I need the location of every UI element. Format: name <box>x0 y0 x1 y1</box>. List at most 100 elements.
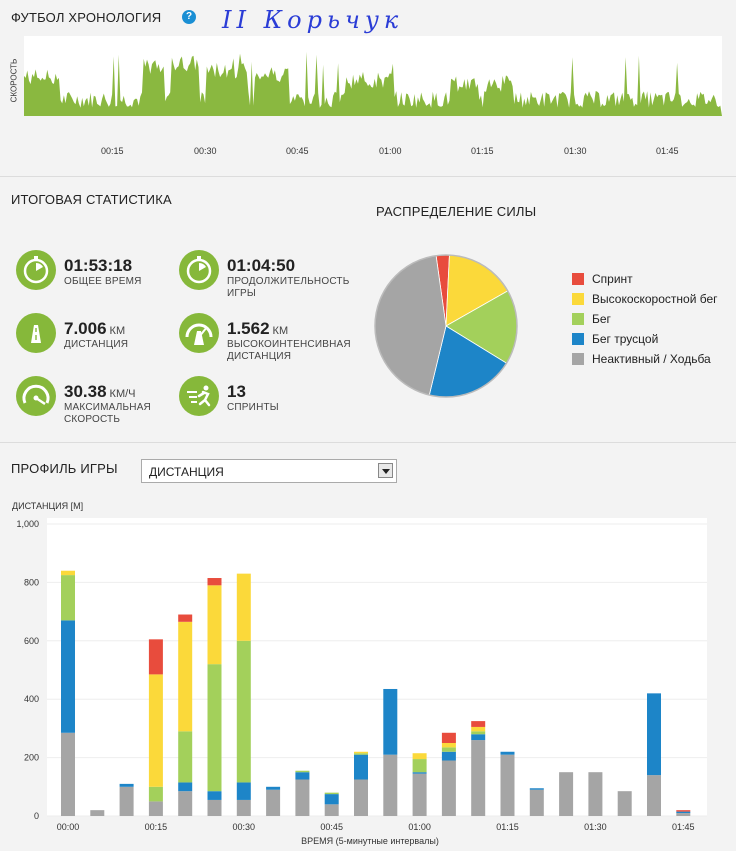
stat-distance <box>16 313 56 353</box>
y-tick-label: 1,000 <box>16 519 39 529</box>
bar-segment <box>676 811 691 814</box>
bar-segment <box>236 573 251 641</box>
bar-segment <box>324 794 339 805</box>
bar-segment <box>529 788 544 790</box>
bar-segment <box>148 786 163 802</box>
bar-segment <box>236 799 251 816</box>
bar-segment <box>676 813 691 816</box>
stat-label: ОБЩЕЕ ВРЕМЯ <box>64 276 142 287</box>
section-divider <box>0 176 736 177</box>
bar-segment <box>236 782 251 800</box>
bar-segment <box>266 786 281 790</box>
bar-segment <box>207 799 222 816</box>
legend-swatch <box>572 293 584 305</box>
timeline-tick-label: 00:45 <box>286 146 309 156</box>
pie-legend: Спринт Высокоскоростной бег Бег Бег трус… <box>572 272 718 372</box>
distance-bar-chart: 0 200 400 600 800 1,000 ДИСТАНЦИЯ [М] 00:00 00:1… <box>12 501 707 846</box>
bar-segment <box>441 743 456 748</box>
timeline-axis: 00:15 00:30 00:45 01:00 01:15 01:30 01:45 <box>0 146 736 160</box>
bar-segment <box>441 732 456 743</box>
help-icon[interactable]: ? <box>182 10 196 24</box>
timeline-tick-label: 01:00 <box>379 146 402 156</box>
bar-segment <box>441 751 456 761</box>
timeline-tick-label: 01:30 <box>564 146 587 156</box>
legend-item-run: Бег <box>572 312 718 332</box>
stat-high-intensity <box>179 313 219 353</box>
bar-segment <box>617 791 632 816</box>
bar-segment <box>178 731 193 783</box>
x-tick-label: 01:45 <box>672 822 695 832</box>
bar-segment <box>324 804 339 816</box>
bar-segment <box>471 734 486 741</box>
bar-segment <box>61 570 75 576</box>
stat-value: 7.006 КМ <box>64 319 126 338</box>
legend-swatch <box>572 273 584 285</box>
timeline-tick-label: 00:30 <box>194 146 217 156</box>
bar-segment <box>441 747 456 752</box>
bar-segment <box>412 773 427 816</box>
y-tick-label: 600 <box>24 636 39 646</box>
legend-item-high-speed: Высокоскоростной бег <box>572 292 718 312</box>
bar-segment <box>207 578 222 586</box>
bar-segment <box>178 791 193 816</box>
bar-segment <box>412 772 427 774</box>
y-tick-label: 200 <box>24 753 39 763</box>
bar-segment <box>266 789 281 816</box>
legend-item-inactive: Неактивный / Ходьба <box>572 352 718 372</box>
bar-segment <box>148 801 163 816</box>
road-icon <box>16 313 56 353</box>
y-tick-label: 0 <box>34 811 39 821</box>
bar-segment <box>354 753 368 755</box>
speed-timeline-chart <box>24 36 722 117</box>
bar-segment <box>61 575 75 621</box>
bar-segment <box>119 783 134 787</box>
bar-segment <box>61 732 75 816</box>
metric-select[interactable]: ДИСТАНЦИЯ <box>141 459 397 483</box>
bar-segment <box>676 810 691 812</box>
speedometer-icon <box>16 376 56 416</box>
plot-background <box>47 518 707 816</box>
x-tick-label: 01:00 <box>408 822 431 832</box>
bar-segment <box>119 786 134 816</box>
bar-segment <box>559 772 574 816</box>
stat-max-speed <box>16 376 56 416</box>
page-title: ФУТБОЛ ХРОНОЛОГИЯ <box>11 10 162 25</box>
bar-segment <box>383 754 398 816</box>
bar-segment <box>354 751 368 754</box>
bar-segment <box>207 664 222 792</box>
stat-value: 1.562 КМ <box>227 319 289 338</box>
bar-segment <box>471 726 486 732</box>
stopwatch-icon <box>179 250 219 290</box>
chevron-down-icon[interactable] <box>378 463 393 478</box>
handwritten-note: II Корьчук <box>222 6 404 34</box>
bar-segment <box>207 585 222 665</box>
profile-title: ПРОФИЛЬ ИГРЫ <box>11 461 118 476</box>
bar-segment <box>178 782 193 792</box>
power-pie-chart <box>374 254 518 398</box>
y-axis-label: ДИСТАНЦИЯ [М] <box>12 501 83 511</box>
bar-segment <box>529 789 544 816</box>
speed-trace <box>24 51 722 117</box>
sprint-icon <box>179 376 219 416</box>
legend-item-jog: Бег трусцой <box>572 332 718 352</box>
timeline-area <box>24 51 722 117</box>
metric-select-value: ДИСТАНЦИЯ <box>149 465 224 479</box>
stat-sprints <box>179 376 219 416</box>
stat-label: СПРИНТЫ <box>227 402 279 413</box>
legend-item-sprint: Спринт <box>572 272 718 292</box>
bar-segment <box>500 751 515 755</box>
stat-label: ПРОДОЛЖИТЕЛЬНОСТЬ ИГРЫ <box>227 276 350 299</box>
section-divider <box>0 442 736 443</box>
x-tick-label: 00:00 <box>57 822 80 832</box>
bar-segment <box>61 620 75 733</box>
stat-total-time <box>16 250 56 290</box>
y-tick-label: 400 <box>24 694 39 704</box>
road-speed-icon <box>179 313 219 353</box>
stat-value: 01:04:50 <box>227 256 296 275</box>
stat-label: ДИСТАНЦИЯ <box>64 339 129 350</box>
bar-segment <box>295 770 310 773</box>
timeline-tick-label: 01:45 <box>656 146 679 156</box>
x-tick-label: 01:30 <box>584 822 607 832</box>
x-tick-label: 00:15 <box>145 822 168 832</box>
bar-segment <box>324 792 339 795</box>
